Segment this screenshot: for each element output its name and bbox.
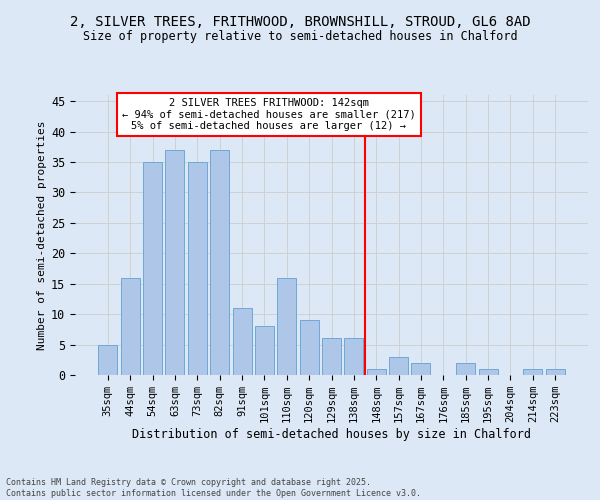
Text: 2 SILVER TREES FRITHWOOD: 142sqm
← 94% of semi-detached houses are smaller (217): 2 SILVER TREES FRITHWOOD: 142sqm ← 94% o… xyxy=(122,98,416,131)
Bar xyxy=(98,344,118,375)
Bar xyxy=(456,363,475,375)
Bar xyxy=(121,278,140,375)
Bar xyxy=(277,278,296,375)
Bar xyxy=(523,369,542,375)
X-axis label: Distribution of semi-detached houses by size in Chalford: Distribution of semi-detached houses by … xyxy=(132,428,531,441)
Text: Contains HM Land Registry data © Crown copyright and database right 2025.
Contai: Contains HM Land Registry data © Crown c… xyxy=(6,478,421,498)
Bar xyxy=(479,369,497,375)
Bar xyxy=(255,326,274,375)
Bar xyxy=(188,162,207,375)
Bar xyxy=(210,150,229,375)
Bar xyxy=(344,338,364,375)
Bar xyxy=(166,150,184,375)
Bar xyxy=(233,308,251,375)
Bar xyxy=(412,363,430,375)
Y-axis label: Number of semi-detached properties: Number of semi-detached properties xyxy=(37,120,47,350)
Bar xyxy=(143,162,162,375)
Bar xyxy=(389,356,408,375)
Bar xyxy=(299,320,319,375)
Bar xyxy=(367,369,386,375)
Bar xyxy=(322,338,341,375)
Text: Size of property relative to semi-detached houses in Chalford: Size of property relative to semi-detach… xyxy=(83,30,517,43)
Bar xyxy=(545,369,565,375)
Text: 2, SILVER TREES, FRITHWOOD, BROWNSHILL, STROUD, GL6 8AD: 2, SILVER TREES, FRITHWOOD, BROWNSHILL, … xyxy=(70,15,530,29)
